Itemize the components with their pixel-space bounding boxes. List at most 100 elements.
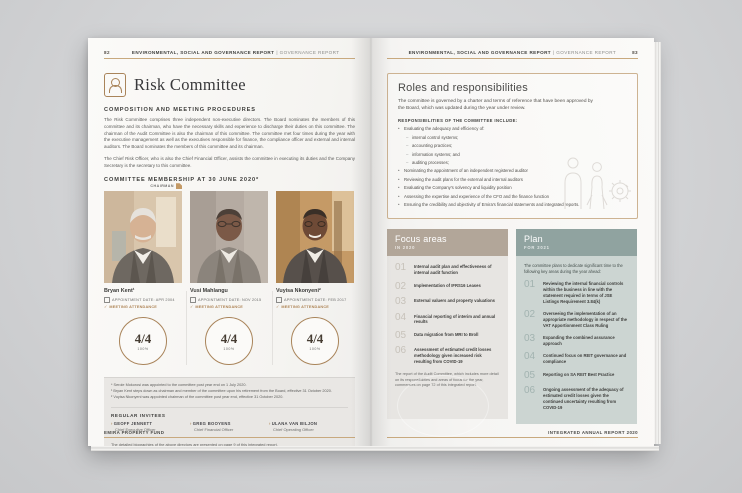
plan-panel-header: Plan FOR 2021 [516,229,637,257]
member-card-vusi-mahlangu: Vusi Mahlangu APPOINTMENT DATE: NOV 2015… [185,191,268,366]
focus-item: 01 Internal audit plan and effectiveness… [395,263,500,276]
item-text: Reporting on SA REIT Best Practice [543,371,615,377]
member-photo [104,191,182,284]
report-spread: 82 ENVIRONMENTAL, SOCIAL AND GOVERNANCE … [88,38,654,446]
item-number: 02 [395,280,407,292]
appointment-line: APPOINTMENT DATE: APR 2004 [104,296,182,303]
responsibility-item: Evaluating the Company's solvency and li… [398,185,586,191]
invitees-row: ›GEOFF JENNETT Chief Executive Officer ›… [111,421,348,432]
responsibilities-list: Evaluating the adequacy and efficiency o… [398,126,586,208]
attendance-circle: 4/4 100% [291,317,339,366]
item-text: Continued focus on REIT governance and c… [543,353,627,365]
footer-rule [387,437,638,438]
member-card-vuyisa-nkonyeni: Vuyisa Nkonyeni² APPOINTMENT DATE: FEB 2… [271,191,354,366]
people-gear-outline-graphic [557,153,631,214]
focus-item: 06 Assessment of estimated credit losses… [395,346,500,365]
left-header-title: ENVIRONMENTAL, SOCIAL AND GOVERNANCE REP… [131,50,275,55]
open-report-book: 82 ENVIRONMENTAL, SOCIAL AND GOVERNANCE … [88,38,661,451]
invitee-role: Chief Financial Officer [194,426,234,432]
plan-panel: Plan FOR 2021 The committee plans to ded… [516,229,637,425]
item-number: 02 [524,309,536,321]
roles-panel: Roles and responsibilities The committee… [387,73,638,220]
item-text: Ongoing assessment of the adequacy of es… [543,387,624,410]
chevron-icon: › [269,420,271,426]
responsibility-item: Nominating the appointment of an indepen… [398,168,586,174]
member-photo [276,191,354,284]
committee-icon [104,73,126,97]
member-name: Vuyisa Nkonyeni² [276,288,321,295]
right-header-subtitle: | GOVERNANCE REPORT [553,50,617,55]
invitee: ›GREG BOOYENS Chief Financial Officer [190,421,269,432]
plan-title: Plan [524,234,543,245]
responsibility-item: Ensuring the credibility and objectivity… [398,202,586,208]
item-number: 05 [395,329,407,341]
plan-item: 06 Ongoing assessment of the adequacy of… [524,386,629,411]
responsibility-item: Reviewing the audit plans for the extern… [398,177,586,183]
left-header-subtitle: | GOVERNANCE REPORT [276,50,340,55]
roles-list-heading: RESPONSIBILITIES OF THE COMMITTEE INCLUD… [398,118,518,124]
invitee: ›ULANA VAN BILJON Chief Operating Office… [269,421,348,432]
item-number: 05 [524,369,536,381]
attendance-percent: 100% [137,346,149,351]
item-text: Internal audit plan and effectiveness of… [414,264,492,276]
item-text: Data migration from MRI to Broll [414,331,479,337]
footer-rule [104,437,355,438]
attendance-score: 4/4 [220,330,238,346]
roles-title: Roles and responsibilities [398,82,528,94]
appointment-date: APPOINTMENT DATE: APR 2004 [112,297,175,302]
calendar-icon [276,296,282,303]
item-text: External valuers and property valuations [414,298,495,303]
chairman-corner-icon [176,183,182,190]
invitee: ›GEOFF JENNETT Chief Executive Officer [111,421,190,432]
attendance-percent: 100% [223,346,235,351]
member-photo [190,191,268,284]
focus-panel-header: Focus areas IN 2020 [387,229,508,257]
invitee-role: Chief Operating Officer [273,426,314,432]
plan-item: 03 Expanding the combined assurance appr… [524,334,629,347]
invitee-role: Chief Executive Officer [115,426,156,432]
chevron-icon: › [111,420,113,426]
title-row: Risk Committee [104,73,355,97]
membership-heading: COMMITTEE MEMBERSHIP AT 30 JUNE 2020* [104,177,260,184]
left-page-number: 82 [104,50,110,55]
item-text: Overseeing the implementation of an appr… [543,311,627,328]
attendance-line: ✓ MEETING ATTENDANCE [276,305,354,310]
item-number: 04 [395,311,407,323]
responsibility-subitem: internal control systems; [406,135,586,141]
item-number: 04 [524,351,536,363]
appointment-date: APPOINTMENT DATE: NOV 2015 [198,297,262,302]
attendance-line: ✓ MEETING ATTENDANCE [190,305,268,310]
item-number: 03 [395,296,407,307]
left-page-header: 82 ENVIRONMENTAL, SOCIAL AND GOVERNANCE … [104,50,355,55]
focus-areas-panel: Focus areas IN 2020 01 Internal audit pl… [387,229,508,438]
item-number: 01 [524,279,536,291]
footnote: ² Vuyisa Nkonyeni was appointed chairman… [111,395,284,399]
page-title: Risk Committee [134,75,246,94]
appointment-line: APPOINTMENT DATE: FEB 2017 [276,296,354,303]
plan-item: 05 Reporting on SA REIT Best Practice [524,369,629,381]
item-number: 01 [395,262,407,274]
calendar-icon [104,296,110,303]
plan-intro: The committee plans to dedicate signific… [524,263,623,275]
plan-subtitle: FOR 2021 [524,245,550,251]
plan-item: 04 Continued focus on REIT governance an… [524,352,629,365]
invitee-name: ›GREG BOOYENS [190,420,231,426]
attendance-label: MEETING ATTENDANCE [195,305,244,310]
responsibility-item: Assessing the expertise and experience o… [398,194,586,200]
responsibility-subitem: information systems; and [406,152,586,158]
invitee-name: ›GEOFF JENNETT [111,420,153,426]
header-rule [104,58,355,59]
attendance-line: ✓ MEETING ATTENDANCE [104,304,182,310]
footer-brand: EMIRA PROPERTY FUND [104,430,165,435]
check-icon: ✓ [104,304,108,310]
right-header-title: ENVIRONMENTAL, SOCIAL AND GOVERNANCE REP… [408,50,551,55]
composition-paragraph-2: The Chief Risk Officer, who is also the … [104,155,355,168]
decorative-circle-outline [397,375,489,438]
responsibility-subitem: auditing processes; [406,160,586,166]
left-page: 82 ENVIRONMENTAL, SOCIAL AND GOVERNANCE … [88,38,371,446]
attendance-score: 4/4 [306,330,324,346]
item-text: Implementation of IFRS16 Leases [414,282,481,288]
focus-item: 02 Implementation of IFRS16 Leases [395,280,500,292]
plan-item: 01 Reviewing the internal financial cont… [524,280,629,305]
portrait-illustration [104,191,182,284]
